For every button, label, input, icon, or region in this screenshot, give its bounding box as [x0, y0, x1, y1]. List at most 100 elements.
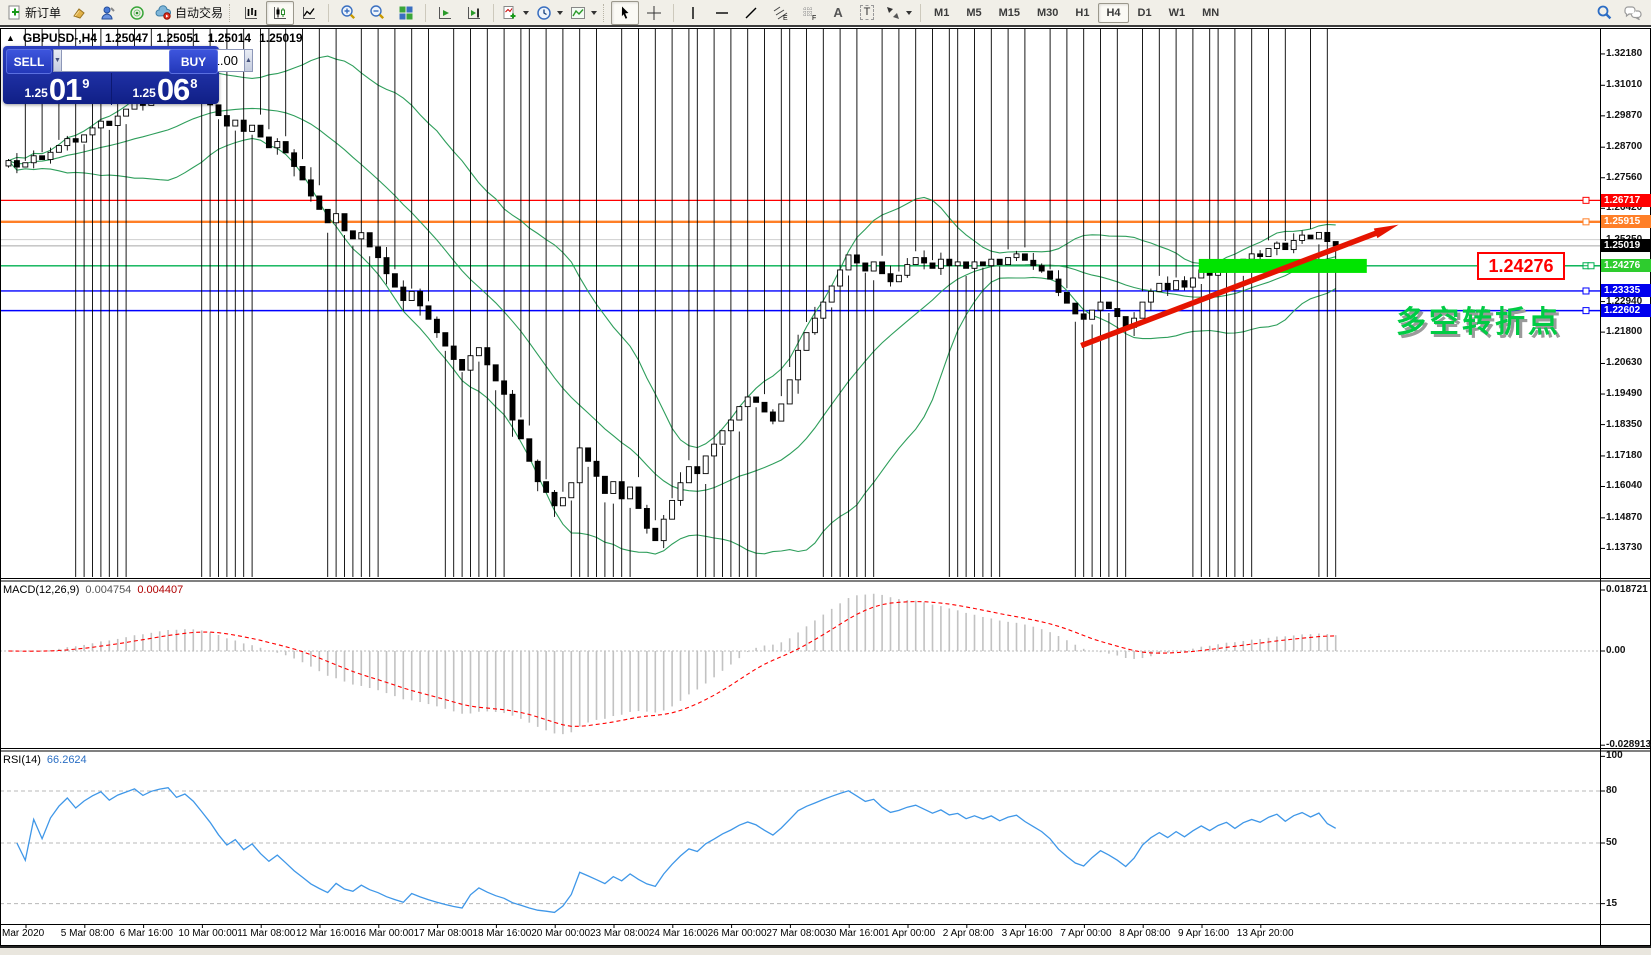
macd-pane [0, 593, 1600, 735]
trend-arrow-shaft [1080, 227, 1385, 349]
line-chart-button[interactable] [295, 1, 323, 25]
candle [971, 261, 978, 269]
add-indicator-button[interactable] [499, 1, 532, 25]
candle [576, 447, 583, 484]
community-button[interactable] [1619, 1, 1647, 25]
volume-increase-button[interactable]: ▲ [243, 49, 253, 72]
candle [1173, 280, 1180, 291]
macd-name: MACD(12,26,9) [3, 584, 80, 596]
crosshair-button[interactable] [640, 1, 668, 25]
candle [232, 119, 239, 127]
periods-button[interactable] [533, 1, 566, 25]
time-axis-label: 30 Mar 16:00 [825, 928, 885, 939]
timeframe-w1[interactable]: W1 [1168, 6, 1186, 19]
candle [845, 254, 852, 271]
time-axis-label: 12 Mar 16:00 [296, 928, 355, 939]
candle [459, 359, 466, 371]
navigator-button[interactable] [94, 1, 122, 25]
price-tick-label: 1.13730 [1606, 542, 1643, 554]
tile-windows-icon [399, 6, 413, 19]
main-toolbar: 新订单 自动交易 [0, 0, 1651, 27]
radar-button[interactable] [123, 1, 151, 25]
candle [744, 396, 751, 408]
timeframe-mn[interactable]: MN [1202, 6, 1220, 19]
timeframe-m30[interactable]: M30 [1037, 6, 1059, 19]
candle [408, 290, 415, 301]
macd-tick-label: 0.00 [1606, 645, 1626, 656]
candle [937, 258, 944, 269]
candle [761, 401, 768, 413]
candle [81, 134, 88, 143]
horizontal-line-button[interactable] [708, 1, 736, 25]
price-tick-label: 1.31010 [1606, 79, 1643, 91]
candle [517, 419, 524, 440]
timeframe-d1[interactable]: D1 [1137, 6, 1152, 19]
candle [895, 274, 902, 283]
fibonacci-button[interactable]: E [766, 1, 794, 25]
candle [30, 155, 37, 164]
candle [870, 261, 877, 272]
autotrading-button[interactable]: 自动交易 [152, 1, 226, 25]
candle [862, 262, 869, 272]
zoom-in-button[interactable] [334, 1, 362, 25]
timeframe-m5[interactable]: M5 [966, 6, 982, 19]
new-order-button[interactable]: 新订单 [4, 1, 64, 25]
vertical-line-button[interactable] [679, 1, 707, 25]
cursor-button[interactable] [611, 0, 640, 25]
sell-button[interactable]: SELL [6, 49, 52, 74]
timeframe-h1[interactable]: H1 [1075, 6, 1090, 19]
collapse-panel-icon[interactable]: ▲ [6, 33, 15, 43]
candle [1080, 313, 1087, 320]
timeframe-m1[interactable]: M1 [934, 6, 950, 19]
zoom-out-button[interactable] [363, 1, 391, 25]
rsi-pane-label: RSI(14) 66.2624 [3, 754, 87, 767]
timeframe-bar: M1 M5 M15 M30 H1 H4 D1 W1 MN [926, 2, 1227, 23]
candle [988, 258, 995, 267]
price-tick-label: 1.32180 [1606, 47, 1643, 59]
volume-decrease-button[interactable]: ▼ [53, 49, 62, 72]
candle [299, 166, 306, 181]
price-tick-label: 1.20630 [1606, 357, 1643, 369]
candlestick-chart-icon [274, 6, 287, 19]
search-button[interactable] [1590, 1, 1618, 25]
template-button[interactable] [567, 1, 600, 25]
turning-point-annotation[interactable]: 多空转折点 [1396, 306, 1561, 339]
toolbar-separator [920, 3, 922, 22]
candlestick-chart-button[interactable] [266, 0, 295, 25]
template-icon [571, 6, 586, 19]
chart-header: ▲ GBPUSD-,H4 1.25047 1.25051 1.25014 1.2… [6, 31, 303, 45]
grid-button[interactable]: F [795, 1, 823, 25]
auto-scroll-button[interactable] [431, 1, 459, 25]
book-button[interactable] [65, 1, 93, 25]
buy-price[interactable]: 1.25 06 8 [111, 73, 218, 105]
bar-chart-button[interactable] [237, 1, 265, 25]
candle [39, 155, 46, 160]
label-button[interactable]: T [853, 1, 881, 25]
price-callout-box[interactable]: 1.24276 [1477, 252, 1565, 280]
radar-icon [130, 5, 144, 20]
text-button[interactable]: A [824, 1, 852, 25]
candle [324, 208, 331, 224]
trendline-button[interactable] [737, 1, 765, 25]
timeframe-m15[interactable]: M15 [998, 6, 1020, 19]
toolbar-separator [425, 3, 427, 22]
buy-button[interactable]: BUY [169, 49, 218, 74]
chart-shift-button[interactable] [460, 1, 488, 25]
candle [1299, 234, 1306, 241]
candle [55, 145, 62, 153]
candle [400, 286, 407, 301]
time-axis-label: 23 Mar 08:00 [590, 928, 649, 939]
rsi-level-label: 50 [1606, 837, 1618, 848]
candle [719, 430, 726, 445]
candle [879, 261, 886, 275]
candle [711, 443, 718, 457]
rsi-name: RSI(14) [3, 754, 41, 766]
candle [1181, 280, 1188, 288]
shapes-button[interactable] [882, 1, 915, 25]
candle [223, 115, 230, 127]
tile-windows-button[interactable] [392, 1, 420, 25]
timeframe-h4[interactable]: H4 [1098, 2, 1129, 23]
sell-price[interactable]: 1.25 01 9 [5, 73, 109, 105]
time-axis-label: 10 Mar 00:00 [178, 928, 238, 939]
